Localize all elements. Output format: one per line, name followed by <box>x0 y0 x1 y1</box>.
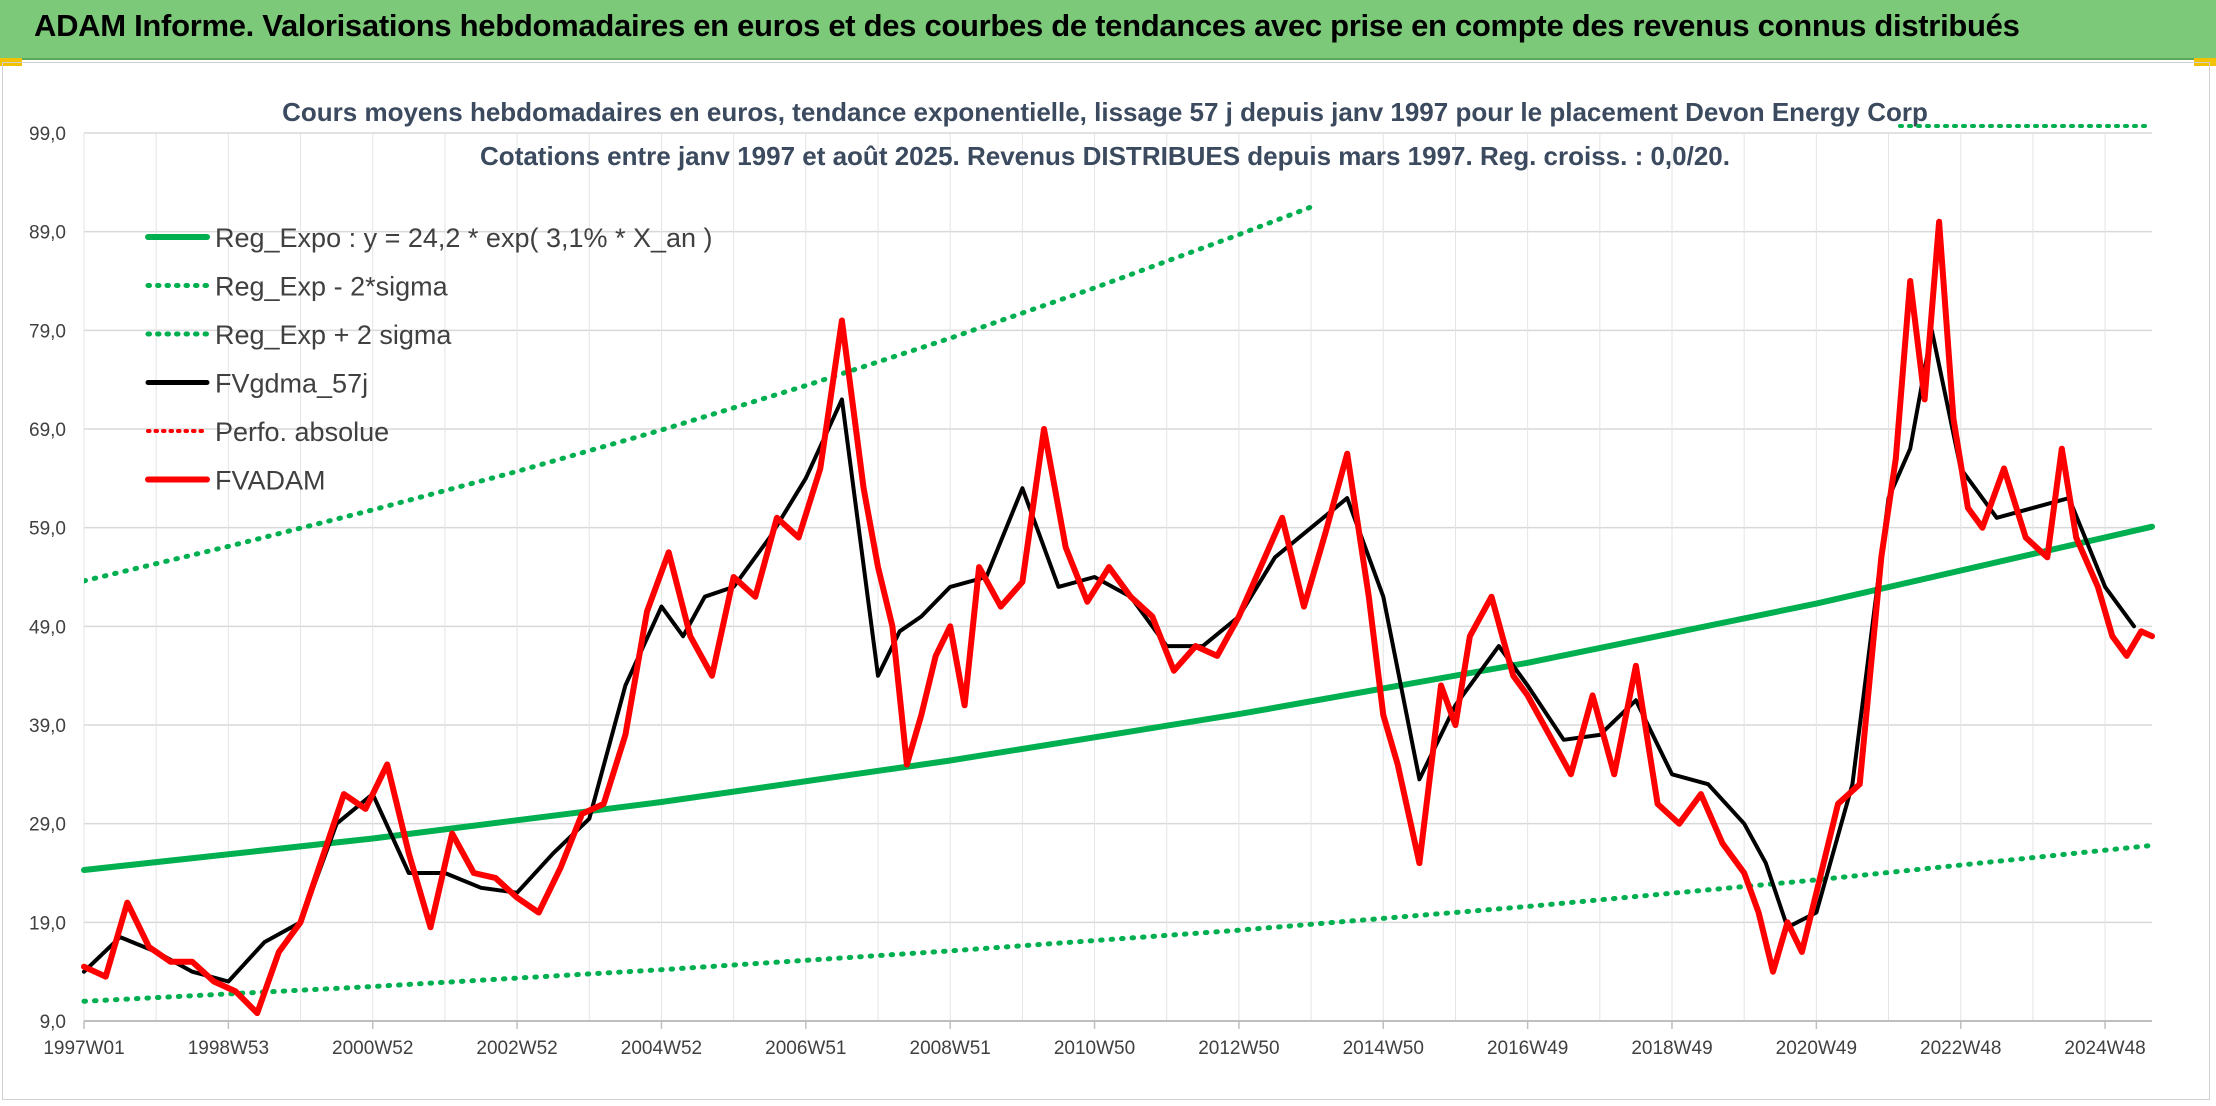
legend-label: Reg_Exp - 2*sigma <box>215 272 449 302</box>
chart-frame <box>2 62 2210 1100</box>
y-tick-label: 39,0 <box>29 716 66 737</box>
legend-label: Reg_Exp + 2 sigma <box>215 320 452 350</box>
y-tick-label: 29,0 <box>29 815 66 836</box>
x-axis: 1997W01 1998W53 2000W52 2002W52 2004W52 2006W… <box>43 1020 2152 1059</box>
x-tick-label: 2014W50 <box>1343 1038 1424 1059</box>
x-tick-label: 2018W49 <box>1631 1038 1712 1059</box>
series-reg-exp-2-sigma <box>81 842 2155 1004</box>
y-tick-label: 69,0 <box>29 420 66 441</box>
y-tick-label: 99,0 <box>29 124 66 145</box>
x-tick-label: 1998W53 <box>188 1038 269 1059</box>
legend-label: FVgdma_57j <box>215 369 368 399</box>
legend: Reg_Expo : y = 24,2 * exp( 3,1% * X_an )… <box>145 223 713 496</box>
y-axis: 99,0 89,0 79,0 69,0 59,0 49,0 39,0 29,0 19,0 9,0 <box>29 124 66 1033</box>
report-title: ADAM Informe. Valorisations hebdomadaire… <box>34 8 2020 43</box>
y-tick-label: 89,0 <box>29 223 66 244</box>
legend-label: FVADAM <box>215 466 326 496</box>
y-tick-label: 19,0 <box>29 913 66 934</box>
x-tick-label: 2008W51 <box>910 1038 991 1059</box>
x-tick-label: 2024W48 <box>2064 1038 2145 1059</box>
x-tick-label: 1997W01 <box>43 1038 124 1059</box>
y-tick-label: 79,0 <box>29 321 66 342</box>
y-tick-label: 59,0 <box>29 519 66 540</box>
y-tick-label: 9,0 <box>40 1012 66 1033</box>
y-tick-label: 49,0 <box>29 617 66 638</box>
x-tick-label: 2012W50 <box>1198 1038 1279 1059</box>
chart-subtitle-line2: Cotations entre janv 1997 et août 2025. … <box>480 141 1730 171</box>
chart-subtitle-line1: Cours moyens hebdomadaires en euros, ten… <box>282 97 1928 127</box>
legend-label: Reg_Expo : y = 24,2 * exp( 3,1% * X_an ) <box>215 223 713 253</box>
x-tick-label: 2002W52 <box>476 1038 557 1059</box>
series-reg-expo-y-24-2-exp-3-1-x-an <box>81 523 2155 873</box>
x-tick-label: 2010W50 <box>1054 1038 1135 1059</box>
x-tick-label: 2006W51 <box>765 1038 846 1059</box>
legend-label: Perfo. absolue <box>215 417 389 447</box>
report-banner: ADAM Informe. Valorisations hebdomadaire… <box>0 0 2216 60</box>
series-reg-exp-2-sigma <box>84 204 1314 584</box>
series-fvadam <box>81 218 2155 1017</box>
x-tick-label: 2020W49 <box>1776 1038 1857 1059</box>
x-tick-label: 2004W52 <box>621 1038 702 1059</box>
x-tick-label: 2016W49 <box>1487 1038 1568 1059</box>
x-tick-label: 2000W52 <box>332 1038 413 1059</box>
series-fvgdma-57j <box>82 328 2136 984</box>
series-lines <box>81 204 2155 1017</box>
x-tick-label: 2022W48 <box>1920 1038 2001 1059</box>
